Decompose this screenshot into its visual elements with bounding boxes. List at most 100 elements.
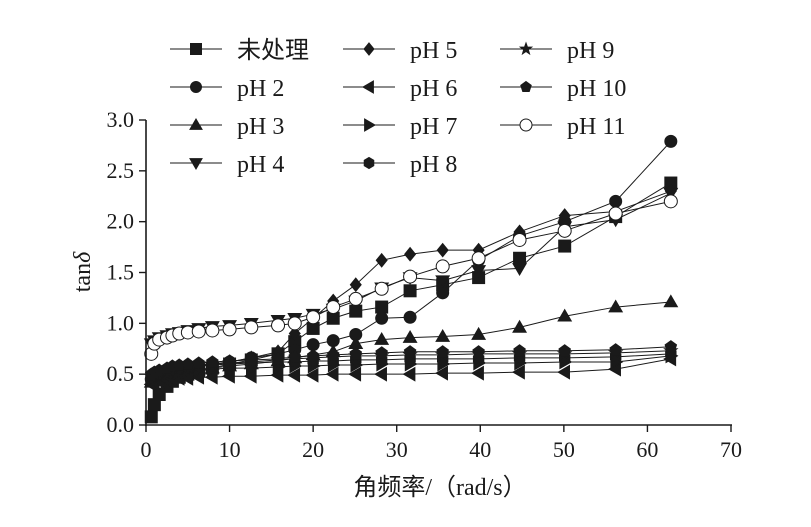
legend-label: pH 2 [237, 76, 284, 102]
y-ticks: 0.0 0.5 1.0 1.5 2.0 2.5 3.0 [107, 107, 146, 437]
data-point [223, 354, 236, 367]
legend-item: pH 2 [170, 76, 284, 102]
data-point [471, 365, 484, 381]
data-point [374, 366, 387, 382]
data-point [306, 310, 321, 325]
data-point [192, 356, 206, 369]
legend-marker [363, 42, 375, 56]
data-point [287, 367, 301, 383]
data-point [663, 194, 678, 209]
y-tick-label: 2.0 [107, 209, 135, 234]
data-point [191, 324, 206, 339]
y-tick-label: 0.5 [107, 361, 135, 386]
legend-marker [363, 156, 375, 170]
data-point [305, 367, 319, 383]
data-point [144, 410, 158, 424]
legend-label: pH 4 [237, 152, 284, 178]
data-point [557, 308, 573, 322]
series-pH-6 [143, 351, 677, 392]
x-tick-label: 30 [386, 437, 408, 462]
x-tick-label: 40 [469, 437, 491, 462]
legend-item: pH 10 [500, 76, 626, 102]
legend-label: pH 5 [410, 38, 457, 64]
data-point [326, 348, 340, 361]
data-point [349, 347, 363, 360]
plot-area [143, 134, 679, 424]
data-point [375, 346, 388, 359]
data-point [375, 252, 388, 268]
data-point [326, 300, 341, 315]
legend-item: pH 5 [343, 38, 457, 64]
data-point [609, 343, 622, 356]
data-point [664, 134, 678, 148]
legend-item: pH 8 [343, 152, 457, 178]
data-point [325, 366, 339, 382]
x-tick-label: 50 [553, 437, 575, 462]
data-point [404, 246, 417, 262]
data-point [402, 329, 418, 343]
legend-marker [190, 43, 202, 55]
y-axis-title-delta: δ [70, 251, 96, 263]
x-ticks: 0 10 20 30 40 50 60 70 [141, 425, 742, 462]
data-point [348, 366, 362, 382]
legend-label: pH 8 [410, 152, 457, 178]
series-pH-10 [144, 340, 678, 380]
data-point [306, 349, 320, 362]
data-point [375, 300, 389, 314]
data-point [374, 332, 390, 345]
data-point [288, 350, 302, 363]
data-point [608, 299, 624, 313]
legend-label: pH 9 [567, 38, 614, 64]
data-point [435, 328, 451, 342]
data-point [511, 364, 525, 380]
data-point [558, 344, 571, 357]
data-point [513, 251, 527, 265]
legend-marker [189, 158, 203, 171]
x-axis-title: 角频率/（rad/s） [353, 474, 526, 501]
legend-marker [518, 41, 534, 56]
data-point [664, 340, 678, 353]
data-point [403, 269, 418, 284]
data-point [436, 242, 449, 258]
legend-label: pH 7 [410, 114, 457, 140]
legend-item: pH 7 [343, 114, 457, 140]
data-point [512, 232, 527, 247]
legend-label: pH 6 [410, 76, 457, 102]
legend-item: pH 11 [500, 114, 625, 140]
data-point [557, 364, 570, 380]
data-point [512, 319, 528, 333]
axes: 0 10 20 30 40 50 60 70 0.0 0.5 1.0 1.5 2.0 2.5 3.0 角频… [70, 107, 742, 501]
legend-item: pH 3 [170, 114, 284, 140]
legend-marker [190, 81, 202, 93]
x-tick-label: 60 [636, 437, 658, 462]
data-point [271, 318, 286, 333]
x-tick-label: 0 [141, 437, 152, 462]
legend-item: pH 4 [170, 152, 284, 178]
data-point [471, 326, 487, 340]
data-point [558, 239, 572, 253]
data-point [435, 365, 448, 381]
data-point [287, 316, 302, 331]
legend-label: 未处理 [237, 37, 309, 64]
data-point [435, 259, 450, 274]
legend: 未处理 pH 2 pH 3 pH 4 pH 5 pH 6 pH 7 pH 8 pH 9 pH 10… [170, 37, 626, 178]
y-tick-label: 3.0 [107, 107, 135, 132]
data-point [471, 251, 486, 266]
data-point [512, 263, 528, 277]
data-point [402, 366, 416, 382]
legend-label: pH 11 [567, 114, 625, 140]
legend-item: pH 9 [500, 38, 614, 64]
data-point [403, 310, 417, 324]
series-pH-11 [144, 194, 678, 361]
series-line [150, 182, 672, 417]
data-point [513, 344, 526, 357]
data-point [375, 311, 389, 325]
y-tick-label: 1.0 [107, 310, 135, 335]
data-point [222, 322, 237, 337]
legend-item: 未处理 [170, 37, 309, 64]
legend-marker [361, 80, 374, 94]
data-point [608, 206, 623, 221]
legend-marker [519, 118, 533, 132]
data-point [349, 277, 362, 293]
